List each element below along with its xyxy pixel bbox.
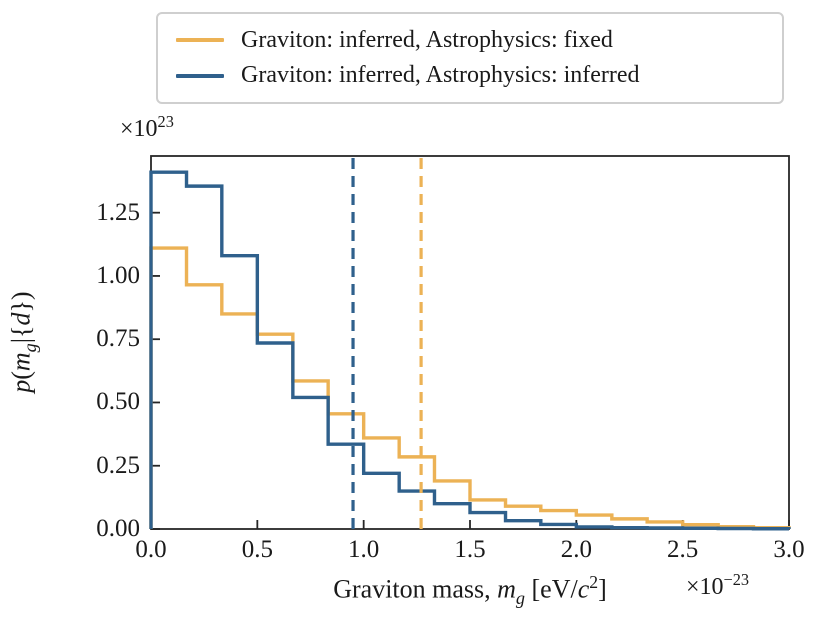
x-tick-label: 1.0 [348, 536, 380, 563]
legend-label: Graviton: inferred, Astrophysics: fixed [241, 26, 613, 53]
legend-line-sample-orange [176, 38, 224, 43]
legend-line-sample-blue [176, 73, 224, 78]
x-tick-label: 3.0 [773, 536, 805, 563]
y-tick-label: 0.25 [96, 451, 140, 479]
y-axis-label: p(mg|{d}) [6, 291, 41, 394]
y-tick-label: 0.75 [96, 325, 140, 353]
y-tick-label: 0.00 [96, 515, 140, 542]
x-axis-label: Graviton mass, mg [eV/c2] [333, 572, 607, 608]
x-tick-label: 0.0 [135, 536, 167, 563]
y-axis-offset-label: ×1023 [120, 112, 174, 142]
legend: Graviton: inferred, Astrophysics: fixed … [156, 12, 784, 104]
y-tick-label: 1.25 [96, 198, 140, 226]
x-tick-label: 0.5 [241, 536, 273, 563]
legend-item: Graviton: inferred, Astrophysics: fixed [158, 27, 782, 54]
x-axis-offset-label: ×10−23 [686, 570, 750, 600]
x-tick-label: 2.0 [560, 536, 592, 563]
legend-item: Graviton: inferred, Astrophysics: inferr… [158, 62, 782, 89]
x-tick-label: 2.5 [667, 536, 699, 563]
y-tick-label: 1.00 [96, 261, 140, 289]
x-tick-label: 1.5 [454, 536, 486, 563]
y-tick-label: 0.50 [96, 388, 140, 416]
legend-label: Graviton: inferred, Astrophysics: inferr… [241, 62, 640, 89]
